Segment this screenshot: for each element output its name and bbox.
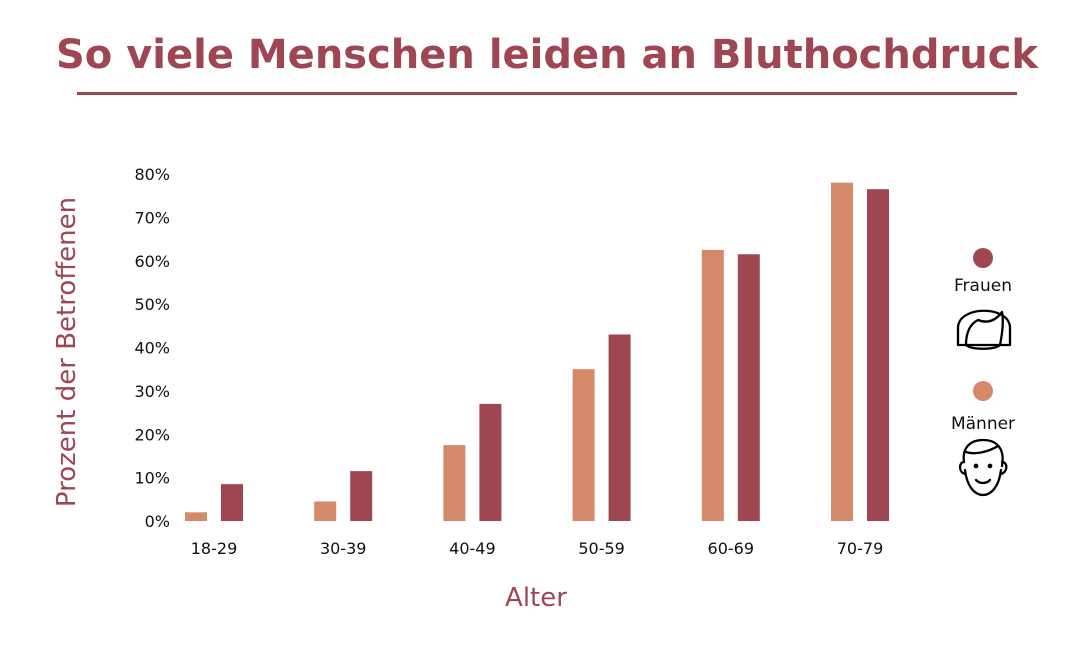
legend-dot-maenner bbox=[973, 381, 993, 401]
man-face-icon bbox=[958, 438, 1008, 497]
y-tick-label: 60% bbox=[134, 252, 170, 271]
legend-label-frauen: Frauen bbox=[954, 276, 1012, 296]
y-tick-label: 80% bbox=[134, 165, 170, 184]
bar-mnner-60-69 bbox=[701, 249, 724, 521]
y-tick-label: 70% bbox=[134, 208, 170, 227]
bar-frauen-70-79 bbox=[867, 189, 889, 521]
y-axis-ticks: 0% 10% 20% 30% 40% 50% 60% 70% 80% bbox=[134, 165, 170, 531]
legend-dot-frauen bbox=[973, 248, 993, 268]
y-tick-label: 40% bbox=[134, 339, 170, 358]
y-tick-label: 10% bbox=[134, 469, 170, 488]
x-axis-ticks: 18-29 30-39 40-49 50-59 60-69 70-79 bbox=[191, 539, 884, 558]
y-tick-label: 20% bbox=[134, 425, 170, 444]
x-tick-label: 50-59 bbox=[578, 539, 625, 558]
x-tick-label: 40-49 bbox=[449, 539, 496, 558]
bar-frauen-60-69 bbox=[737, 254, 760, 521]
legend: Frauen Männer bbox=[951, 248, 1015, 497]
legend-label-maenner: Männer bbox=[951, 414, 1015, 434]
bar-mnner-30-39 bbox=[314, 501, 337, 521]
x-tick-label: 30-39 bbox=[320, 539, 367, 558]
woman-face-icon bbox=[956, 309, 1012, 350]
x-tick-label: 60-69 bbox=[708, 539, 755, 558]
bar-frauen-50-59 bbox=[608, 334, 631, 521]
bar-mnner-70-79 bbox=[831, 182, 853, 522]
y-tick-label: 0% bbox=[145, 512, 170, 531]
y-tick-label: 50% bbox=[134, 295, 170, 314]
title-divider bbox=[77, 92, 1017, 95]
y-axis-title: Prozent der Betroffenen bbox=[52, 197, 82, 507]
bar-mnner-40-49 bbox=[443, 445, 466, 521]
bar-frauen-30-39 bbox=[350, 471, 373, 521]
x-axis-title: Alter bbox=[505, 583, 567, 613]
chart-title: So viele Menschen leiden an Bluthochdruc… bbox=[55, 32, 1039, 78]
bars bbox=[185, 182, 889, 522]
bar-mnner-50-59 bbox=[572, 369, 595, 521]
x-tick-label: 18-29 bbox=[191, 539, 238, 558]
bar-frauen-18-29 bbox=[221, 484, 243, 521]
x-tick-label: 70-79 bbox=[837, 539, 884, 558]
bar-frauen-40-49 bbox=[479, 403, 502, 521]
bar-mnner-18-29 bbox=[185, 512, 207, 521]
y-tick-label: 30% bbox=[134, 382, 170, 401]
